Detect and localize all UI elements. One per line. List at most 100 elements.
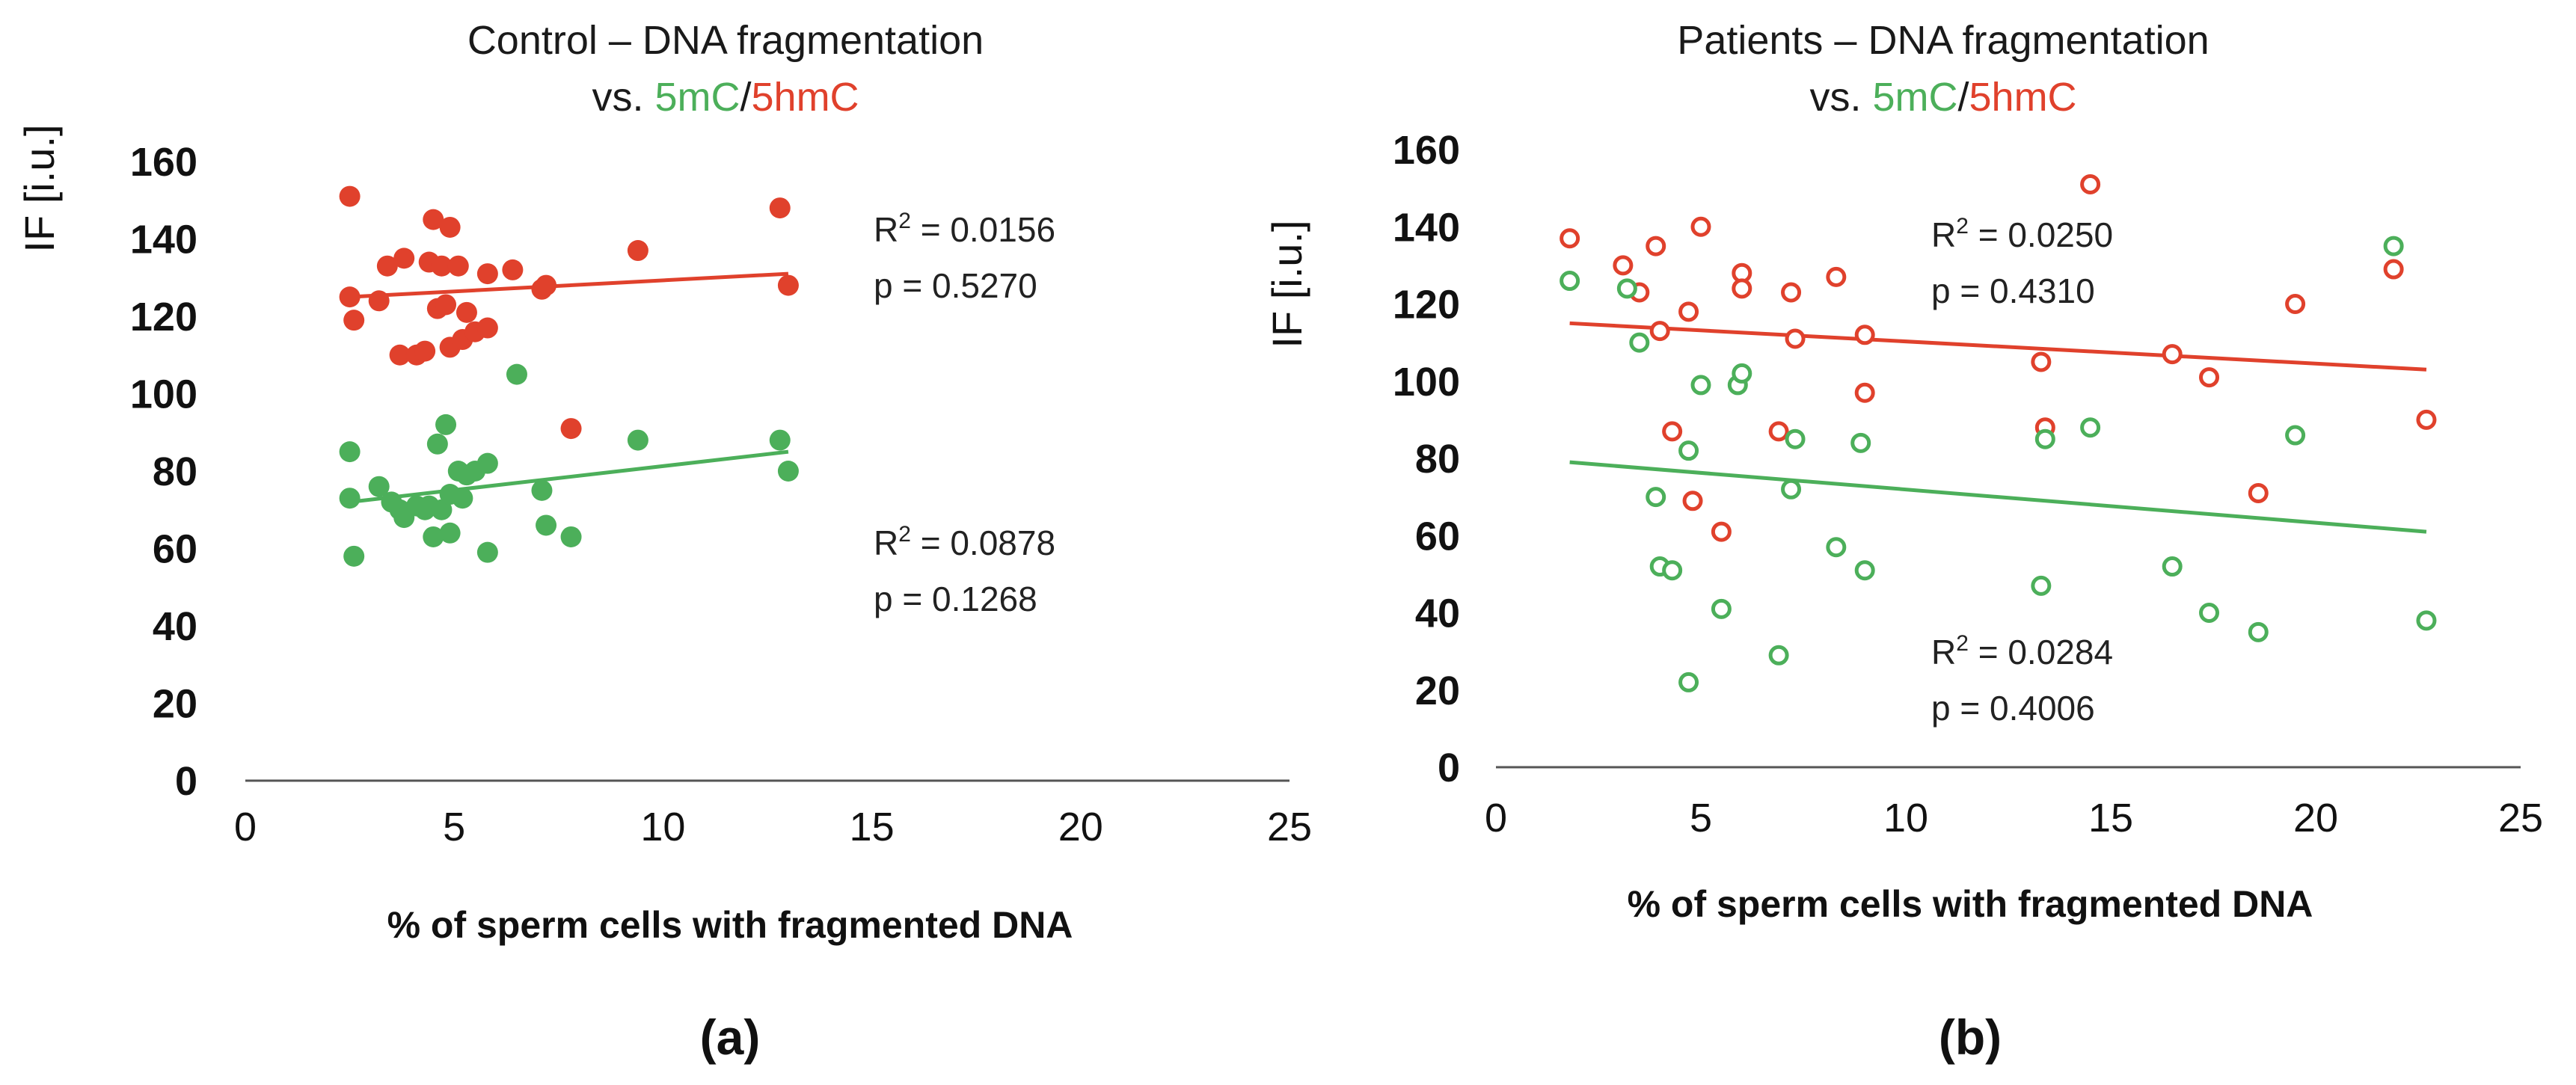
panel-a-x-ticks: 0 5 10 15 20 25 — [234, 805, 1312, 849]
panel-a-xtick-label: 20 — [1058, 805, 1103, 849]
panel-b-point-5hmc — [1854, 382, 1875, 403]
panel-a-ytick-label: 160 — [130, 140, 197, 185]
panel-b-title-5hmC: 5hmC — [1969, 75, 2077, 120]
panel-a-point-5hmc — [343, 310, 365, 331]
panel-b-ytick-label: 140 — [1393, 205, 1460, 250]
panel-b-label: (b) — [1939, 1009, 2002, 1065]
panel-b-point-5hmc — [1854, 325, 1875, 345]
panel-a-hmc-p: p = 0.5270 — [874, 266, 1037, 305]
panel-b-point-5mc — [2162, 556, 2183, 577]
panel-a-ytick-label: 60 — [153, 527, 197, 572]
panel-a-y-ticks: 0 20 40 60 80 100 120 140 160 — [130, 140, 197, 804]
panel-b-mc-p: p = 0.4006 — [1931, 689, 2095, 728]
panel-a-point-5hmc — [368, 290, 390, 312]
panel-a-point-5mc — [423, 526, 444, 547]
panel-a-point-5hmc — [627, 240, 648, 262]
panel-b-point-5mc — [1768, 645, 1789, 666]
panel-b-point-5hmc — [1646, 236, 1666, 256]
panel-b-title-line2: vs. 5mC/5hmC — [1809, 75, 2076, 120]
panel-a-point-5hmc — [447, 255, 469, 277]
panel-b-xtick-label: 10 — [1883, 796, 1928, 840]
panel-a-point-5hmc — [431, 255, 453, 277]
panel-a-point-5hmc — [414, 340, 436, 362]
panel-b-point-5hmc — [2080, 173, 2101, 194]
panel-a-ytick-label: 120 — [130, 295, 197, 339]
panel-b-ytick-label: 40 — [1415, 591, 1460, 636]
panel-b-point-5mc — [2034, 428, 2055, 449]
panel-b-point-5hmc — [2285, 294, 2306, 314]
panel-b-point-5mc — [1678, 671, 1699, 692]
panel-a-title-sep: / — [740, 75, 751, 120]
panel-b-point-5hmc — [1732, 278, 1752, 299]
panel-b-point-5mc — [1616, 278, 1637, 299]
panel-b: Patients – DNA fragmentation vs. 5mC/5hm… — [1263, 18, 2543, 1065]
panel-b-point-5hmc — [1711, 521, 1732, 542]
panel-a-trendline-5hmc — [349, 271, 789, 299]
panel-b-point-5mc — [1678, 440, 1699, 461]
panel-a-mc-p: p = 0.1268 — [874, 580, 1037, 618]
panel-b-point-5mc — [1711, 598, 1732, 619]
panel-b-point-5hmc — [1678, 301, 1699, 322]
panel-b-ylabel: IF [i.u.] — [1263, 220, 1310, 348]
panel-b-point-5mc — [1662, 560, 1683, 581]
panel-a-point-5mc — [476, 452, 498, 474]
panel-b-point-5hmc — [2031, 351, 2052, 372]
panel-a-point-5hmc — [769, 197, 791, 219]
panel-b-point-5hmc — [1682, 491, 1703, 511]
panel-a-xtick-label: 5 — [443, 805, 465, 849]
panel-a-point-5mc — [536, 514, 557, 536]
panel-b-hmc-p: p = 0.4310 — [1931, 271, 2095, 310]
panel-b-point-5hmc — [1690, 216, 1711, 237]
panel-b-xtick-label: 25 — [2498, 796, 2543, 840]
panel-b-point-5mc — [1854, 560, 1875, 581]
panel-a-title-line1: Control – DNA fragmentation — [467, 18, 984, 63]
panel-b-point-5hmc — [2383, 259, 2404, 280]
panel-b-point-5hmc — [1785, 328, 1806, 349]
panel-b-ytick-label: 60 — [1415, 514, 1460, 559]
panel-b-point-5hmc — [2416, 409, 2437, 430]
panel-a-point-5mc — [777, 461, 799, 482]
panel-b-ytick-label: 80 — [1415, 437, 1460, 482]
panel-a-point-5mc — [560, 526, 582, 547]
panel-b-point-5mc — [1785, 428, 1806, 449]
panel-a-point-5mc — [435, 414, 457, 435]
panel-a-point-5hmc — [393, 248, 415, 269]
panel-a-trendline-5mc — [349, 449, 789, 504]
panel-a-point-5mc — [368, 476, 390, 497]
panel-b-point-5hmc — [1613, 255, 1634, 276]
panel-a-point-5hmc — [339, 286, 361, 308]
panel-a-xtick-label: 25 — [1267, 805, 1312, 849]
panel-b-point-5hmc — [2199, 367, 2220, 388]
panel-b-xtick-label: 5 — [1690, 796, 1712, 840]
panel-b-ytick-label: 0 — [1438, 746, 1460, 790]
panel-a-title-line2: vs. 5mC/5hmC — [592, 75, 859, 120]
panel-a-marks — [339, 185, 799, 567]
panel-b-point-5mc — [1690, 375, 1711, 396]
panel-a-point-5hmc — [502, 259, 524, 280]
panel-b-point-5mc — [1732, 363, 1752, 384]
panel-b-point-5hmc — [1662, 421, 1683, 442]
panel-b-point-5mc — [1826, 537, 1847, 558]
panel-a-point-5hmc — [536, 274, 557, 296]
panel-a-xtick-label: 0 — [234, 805, 257, 849]
panel-b-title-prefix: vs. — [1809, 75, 1872, 120]
panel-b-ytick-label: 20 — [1415, 668, 1460, 713]
panel-a-title-prefix: vs. — [592, 75, 654, 120]
panel-b-xtick-label: 0 — [1485, 796, 1507, 840]
panel-b-hmc-r2: R2 = 0.0250 — [1931, 214, 2113, 254]
panel-a-point-5hmc — [339, 185, 361, 207]
panel-b-point-5mc — [2416, 610, 2437, 631]
panel-b-ytick-label: 120 — [1393, 283, 1460, 328]
panel-a-point-5hmc — [777, 274, 799, 296]
panel-a-ytick-label: 80 — [153, 449, 197, 494]
panel-b-point-5mc — [2199, 603, 2220, 623]
panel-a-point-5mc — [339, 488, 361, 509]
panel-b-point-5mc — [1850, 432, 1871, 453]
panel-a-point-5hmc — [476, 317, 498, 339]
panel-b-ytick-label: 100 — [1393, 360, 1460, 405]
panel-a-title-5mC: 5mC — [654, 75, 740, 120]
panel-a-ytick-label: 140 — [130, 218, 197, 262]
panel-b-point-5mc — [2383, 236, 2404, 256]
panel-b-point-5mc — [2248, 621, 2269, 642]
